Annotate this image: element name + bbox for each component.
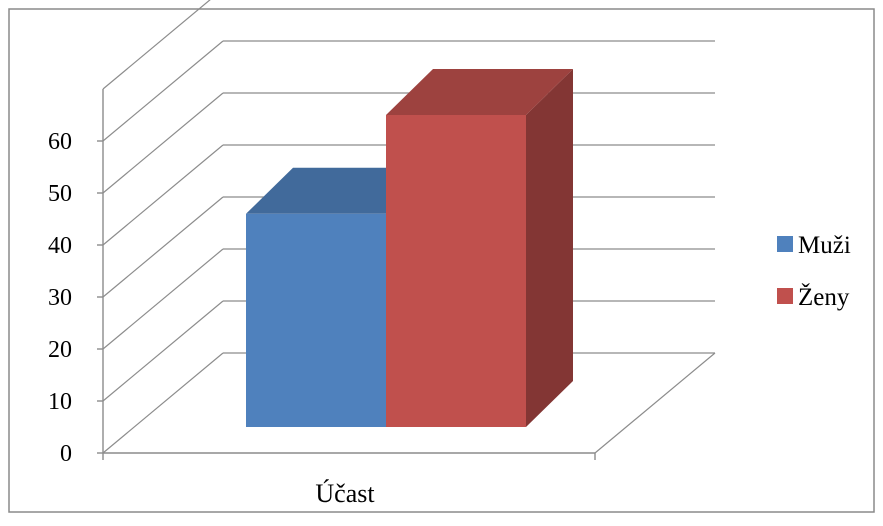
legend-label-muzi: Muži: [798, 232, 851, 259]
y-tick-label: 50: [48, 181, 72, 207]
legend: Muži Ženy: [777, 232, 851, 311]
bar-front-face: [386, 115, 526, 427]
legend-swatch-zeny: [777, 288, 793, 304]
bar-top-face: [386, 69, 573, 115]
y-tick-label: 40: [48, 233, 72, 259]
floor-edge-right: [594, 352, 716, 454]
y-tick-labels: 0 10 20 30 40 50 60: [48, 129, 72, 467]
floor-edge-left: [102, 352, 224, 454]
y-tick-label: 60: [48, 129, 72, 155]
gridline-side: [102, 196, 224, 298]
gridline-side: [102, 144, 224, 246]
gridline-side: [102, 300, 224, 402]
legend-swatch-muzi: [777, 236, 793, 252]
bar-zeny: [386, 69, 573, 427]
bars: [246, 69, 573, 428]
legend-label-zeny: Ženy: [798, 283, 850, 311]
gridline-side: [102, 248, 224, 350]
x-category-label: Účast: [315, 479, 375, 508]
axes: [97, 89, 596, 460]
gridline-side: [102, 0, 211, 90]
gridline-side: [102, 92, 224, 194]
y-tick-label: 0: [60, 441, 72, 467]
bar-side-face: [526, 69, 573, 427]
y-tick-label: 10: [48, 389, 72, 415]
gridline-side: [102, 40, 224, 142]
y-tick-label: 30: [48, 285, 72, 311]
y-tick-label: 20: [48, 337, 72, 363]
bar-front-face: [246, 213, 386, 427]
